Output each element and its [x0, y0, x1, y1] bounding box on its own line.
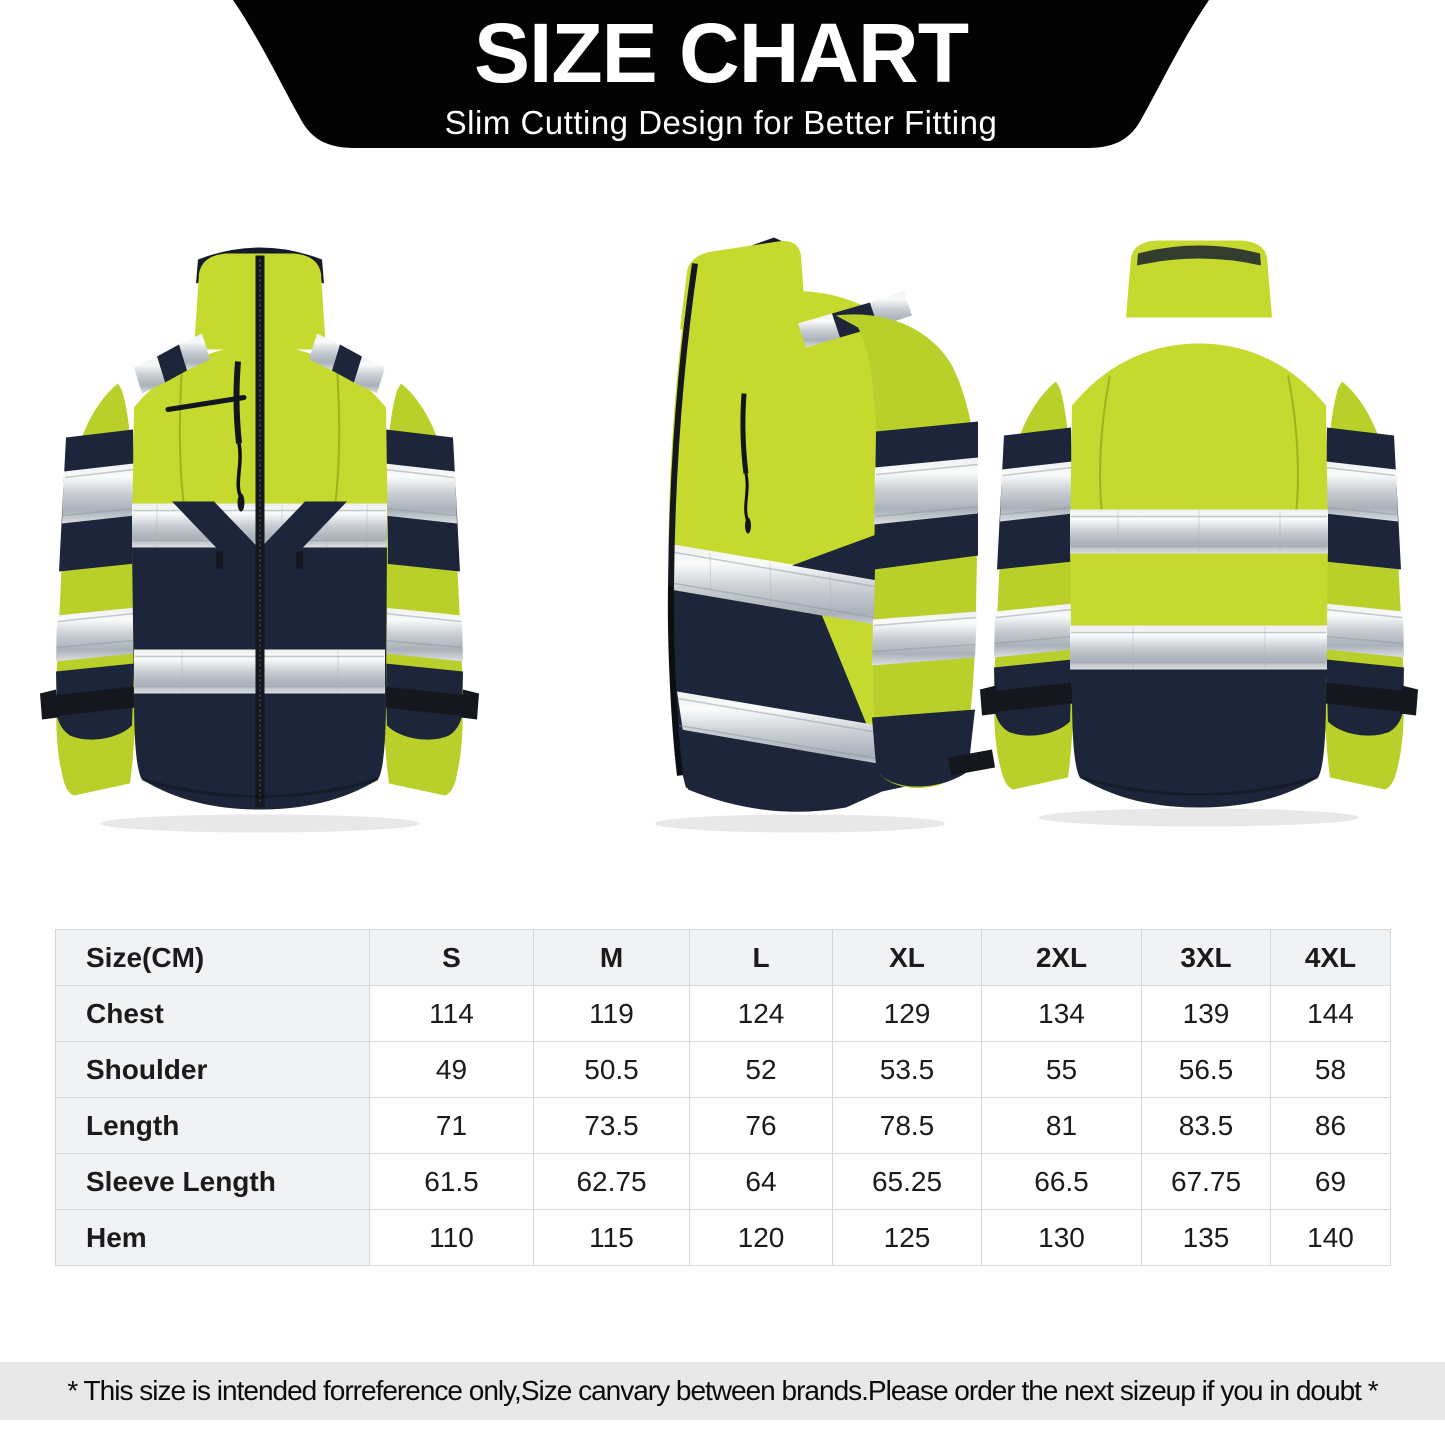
size-row-chest: Chest 114 119 124 129 134 139 144 — [55, 985, 1391, 1042]
banner-ribbon-shape — [233, 0, 1209, 148]
size-value-cell: 130 — [981, 1209, 1142, 1266]
size-value-cell: 125 — [832, 1209, 982, 1266]
footer-note-text: * This size is intended forreference onl… — [67, 1375, 1378, 1406]
jacket-side-view — [655, 237, 995, 833]
measurement-label: Shoulder — [55, 1041, 370, 1098]
size-value-cell: 144 — [1270, 985, 1391, 1042]
size-value-cell: 110 — [369, 1209, 534, 1266]
measurement-label: Length — [55, 1097, 370, 1154]
size-table-body: Chest 114 119 124 129 134 139 144 Shoulder 49 50.5… — [55, 985, 1391, 1266]
size-value-cell: 86 — [1270, 1097, 1391, 1154]
size-value-cell: 67.75 — [1141, 1153, 1271, 1210]
size-value-cell: 71 — [369, 1097, 534, 1154]
size-column-header-s: S — [369, 929, 534, 986]
size-row-length: Length 71 73.5 76 78.5 81 83.5 86 — [55, 1097, 1391, 1154]
size-value-cell: 55 — [981, 1041, 1142, 1098]
size-value-cell: 83.5 — [1141, 1097, 1271, 1154]
size-value-cell: 64 — [689, 1153, 833, 1210]
footer-note-bar: * This size is intended forreference onl… — [0, 1362, 1445, 1420]
size-value-cell: 76 — [689, 1097, 833, 1154]
page-subtitle: Slim Cutting Design for Better Fitting — [444, 104, 998, 141]
product-views — [0, 222, 1445, 854]
size-value-cell: 53.5 — [832, 1041, 982, 1098]
size-value-cell: 62.75 — [533, 1153, 690, 1210]
size-value-cell: 120 — [689, 1209, 833, 1266]
size-unit-header: Size(CM) — [55, 929, 370, 986]
measurement-label: Hem — [55, 1209, 370, 1266]
size-value-cell: 66.5 — [981, 1153, 1142, 1210]
size-value-cell: 65.25 — [832, 1153, 982, 1210]
size-value-cell: 139 — [1141, 985, 1271, 1042]
size-value-cell: 114 — [369, 985, 534, 1042]
size-value-cell: 140 — [1270, 1209, 1391, 1266]
size-value-cell: 115 — [533, 1209, 690, 1266]
size-row-sleeve-length: Sleeve Length 61.5 62.75 64 65.25 66.5 67.75 69 — [55, 1153, 1391, 1210]
size-column-header-4xl: 4XL — [1270, 929, 1391, 986]
size-row-hem: Hem 110 115 120 125 130 135 140 — [55, 1209, 1391, 1266]
size-value-cell: 135 — [1141, 1209, 1271, 1266]
size-value-cell: 50.5 — [533, 1041, 690, 1098]
size-column-header-m: M — [533, 929, 690, 986]
size-column-header-2xl: 2XL — [981, 929, 1142, 986]
size-column-header-xl: XL — [832, 929, 982, 986]
jacket-front-view — [40, 247, 480, 833]
size-value-cell: 81 — [981, 1097, 1142, 1154]
size-value-cell: 78.5 — [832, 1097, 982, 1154]
size-value-cell: 129 — [832, 985, 982, 1042]
jacket-back-view — [980, 240, 1419, 827]
header-banner: SIZE CHART Slim Cutting Design for Bette… — [233, 0, 1209, 163]
size-value-cell: 58 — [1270, 1041, 1391, 1098]
measurement-label: Sleeve Length — [55, 1153, 370, 1210]
size-value-cell: 73.5 — [533, 1097, 690, 1154]
size-value-cell: 52 — [689, 1041, 833, 1098]
size-value-cell: 134 — [981, 985, 1142, 1042]
size-value-cell: 56.5 — [1141, 1041, 1271, 1098]
size-column-header-3xl: 3XL — [1141, 929, 1271, 986]
page-title: SIZE CHART — [474, 6, 969, 100]
size-row-shoulder: Shoulder 49 50.5 52 53.5 55 56.5 58 — [55, 1041, 1391, 1098]
size-value-cell: 61.5 — [369, 1153, 534, 1210]
measurement-label: Chest — [55, 985, 370, 1042]
size-column-header-l: L — [689, 929, 833, 986]
size-value-cell: 49 — [369, 1041, 534, 1098]
size-value-cell: 119 — [533, 985, 690, 1042]
size-table-head: Size(CM) S M L XL 2XL 3XL 4XL — [55, 929, 1391, 986]
size-table: Size(CM) S M L XL 2XL 3XL 4XL Chest 114 119 124 129… — [55, 929, 1391, 1266]
size-value-cell: 69 — [1270, 1153, 1391, 1210]
size-table-header-row: Size(CM) S M L XL 2XL 3XL 4XL — [55, 929, 1391, 986]
size-value-cell: 124 — [689, 985, 833, 1042]
